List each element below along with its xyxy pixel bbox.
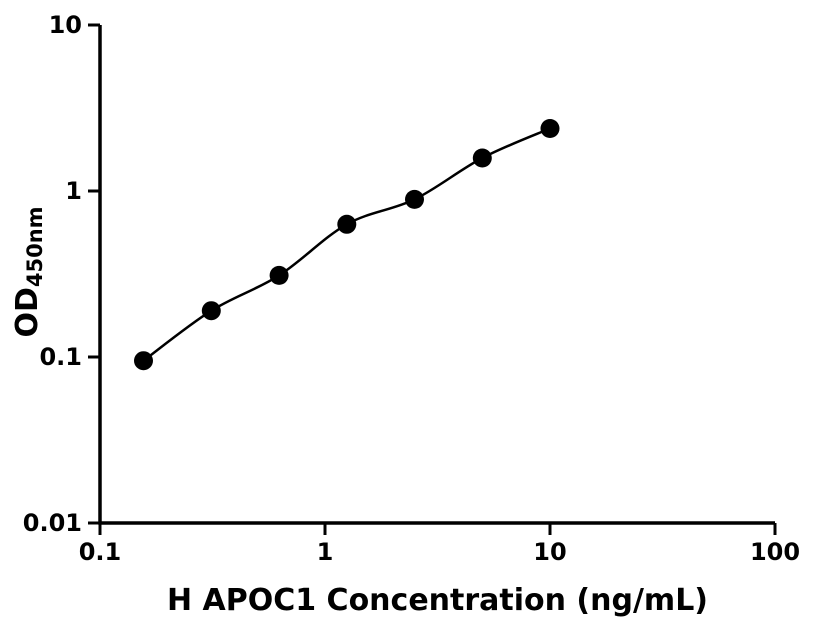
y-axis-tick-label: 0.1 xyxy=(39,343,82,371)
x-axis-tick-label: 1 xyxy=(317,538,334,566)
y-axis-tick-label: 1 xyxy=(65,177,82,205)
x-axis-tick-label: 10 xyxy=(533,538,566,566)
data-point xyxy=(201,301,221,321)
y-axis-title-subscript: 450nm xyxy=(23,206,47,288)
data-point xyxy=(337,214,357,234)
x-axis-tick-label: 0.1 xyxy=(79,538,122,566)
y-axis-title: OD450nm xyxy=(8,122,48,422)
axis-lines xyxy=(98,25,775,525)
data-point xyxy=(134,351,153,371)
data-point xyxy=(540,119,560,138)
data-point xyxy=(472,148,492,168)
x-axis-title: H APOC1 Concentration (ng/mL) xyxy=(166,583,709,618)
y-axis-tick-label: 10 xyxy=(49,11,82,39)
data-point xyxy=(269,265,289,285)
x-axis-tick-label: 100 xyxy=(750,538,800,566)
y-axis-title-main: OD xyxy=(10,287,45,338)
y-axis-tick-label: 0.01 xyxy=(23,509,82,537)
data-point xyxy=(405,189,424,209)
